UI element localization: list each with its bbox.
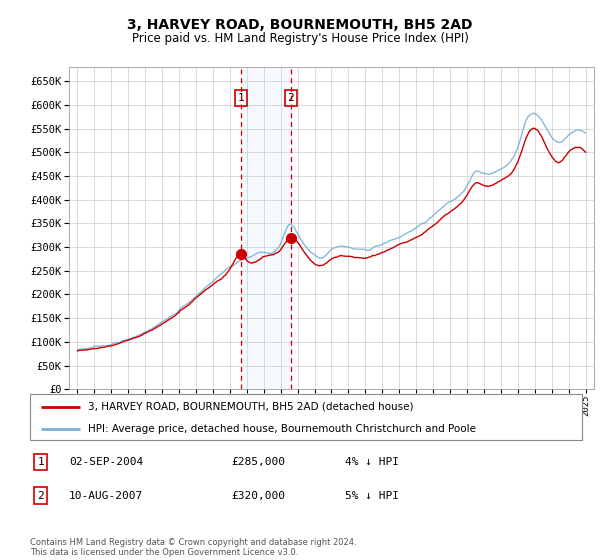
- Text: 02-SEP-2004: 02-SEP-2004: [69, 457, 143, 467]
- Text: HPI: Average price, detached house, Bournemouth Christchurch and Poole: HPI: Average price, detached house, Bour…: [88, 424, 476, 435]
- Text: £320,000: £320,000: [231, 491, 285, 501]
- Text: 3, HARVEY ROAD, BOURNEMOUTH, BH5 2AD (detached house): 3, HARVEY ROAD, BOURNEMOUTH, BH5 2AD (de…: [88, 402, 413, 412]
- Text: 5% ↓ HPI: 5% ↓ HPI: [345, 491, 399, 501]
- Text: 2: 2: [287, 93, 294, 103]
- Text: Contains HM Land Registry data © Crown copyright and database right 2024.
This d: Contains HM Land Registry data © Crown c…: [30, 538, 356, 557]
- Text: £285,000: £285,000: [231, 457, 285, 467]
- Text: 1: 1: [238, 93, 245, 103]
- Text: 3, HARVEY ROAD, BOURNEMOUTH, BH5 2AD: 3, HARVEY ROAD, BOURNEMOUTH, BH5 2AD: [127, 18, 473, 32]
- Bar: [241, 67, 290, 389]
- Text: 10-AUG-2007: 10-AUG-2007: [69, 491, 143, 501]
- Text: Price paid vs. HM Land Registry's House Price Index (HPI): Price paid vs. HM Land Registry's House …: [131, 32, 469, 45]
- Text: 1: 1: [37, 457, 44, 467]
- Text: 4% ↓ HPI: 4% ↓ HPI: [345, 457, 399, 467]
- Text: 2: 2: [37, 491, 44, 501]
- FancyBboxPatch shape: [30, 394, 582, 440]
